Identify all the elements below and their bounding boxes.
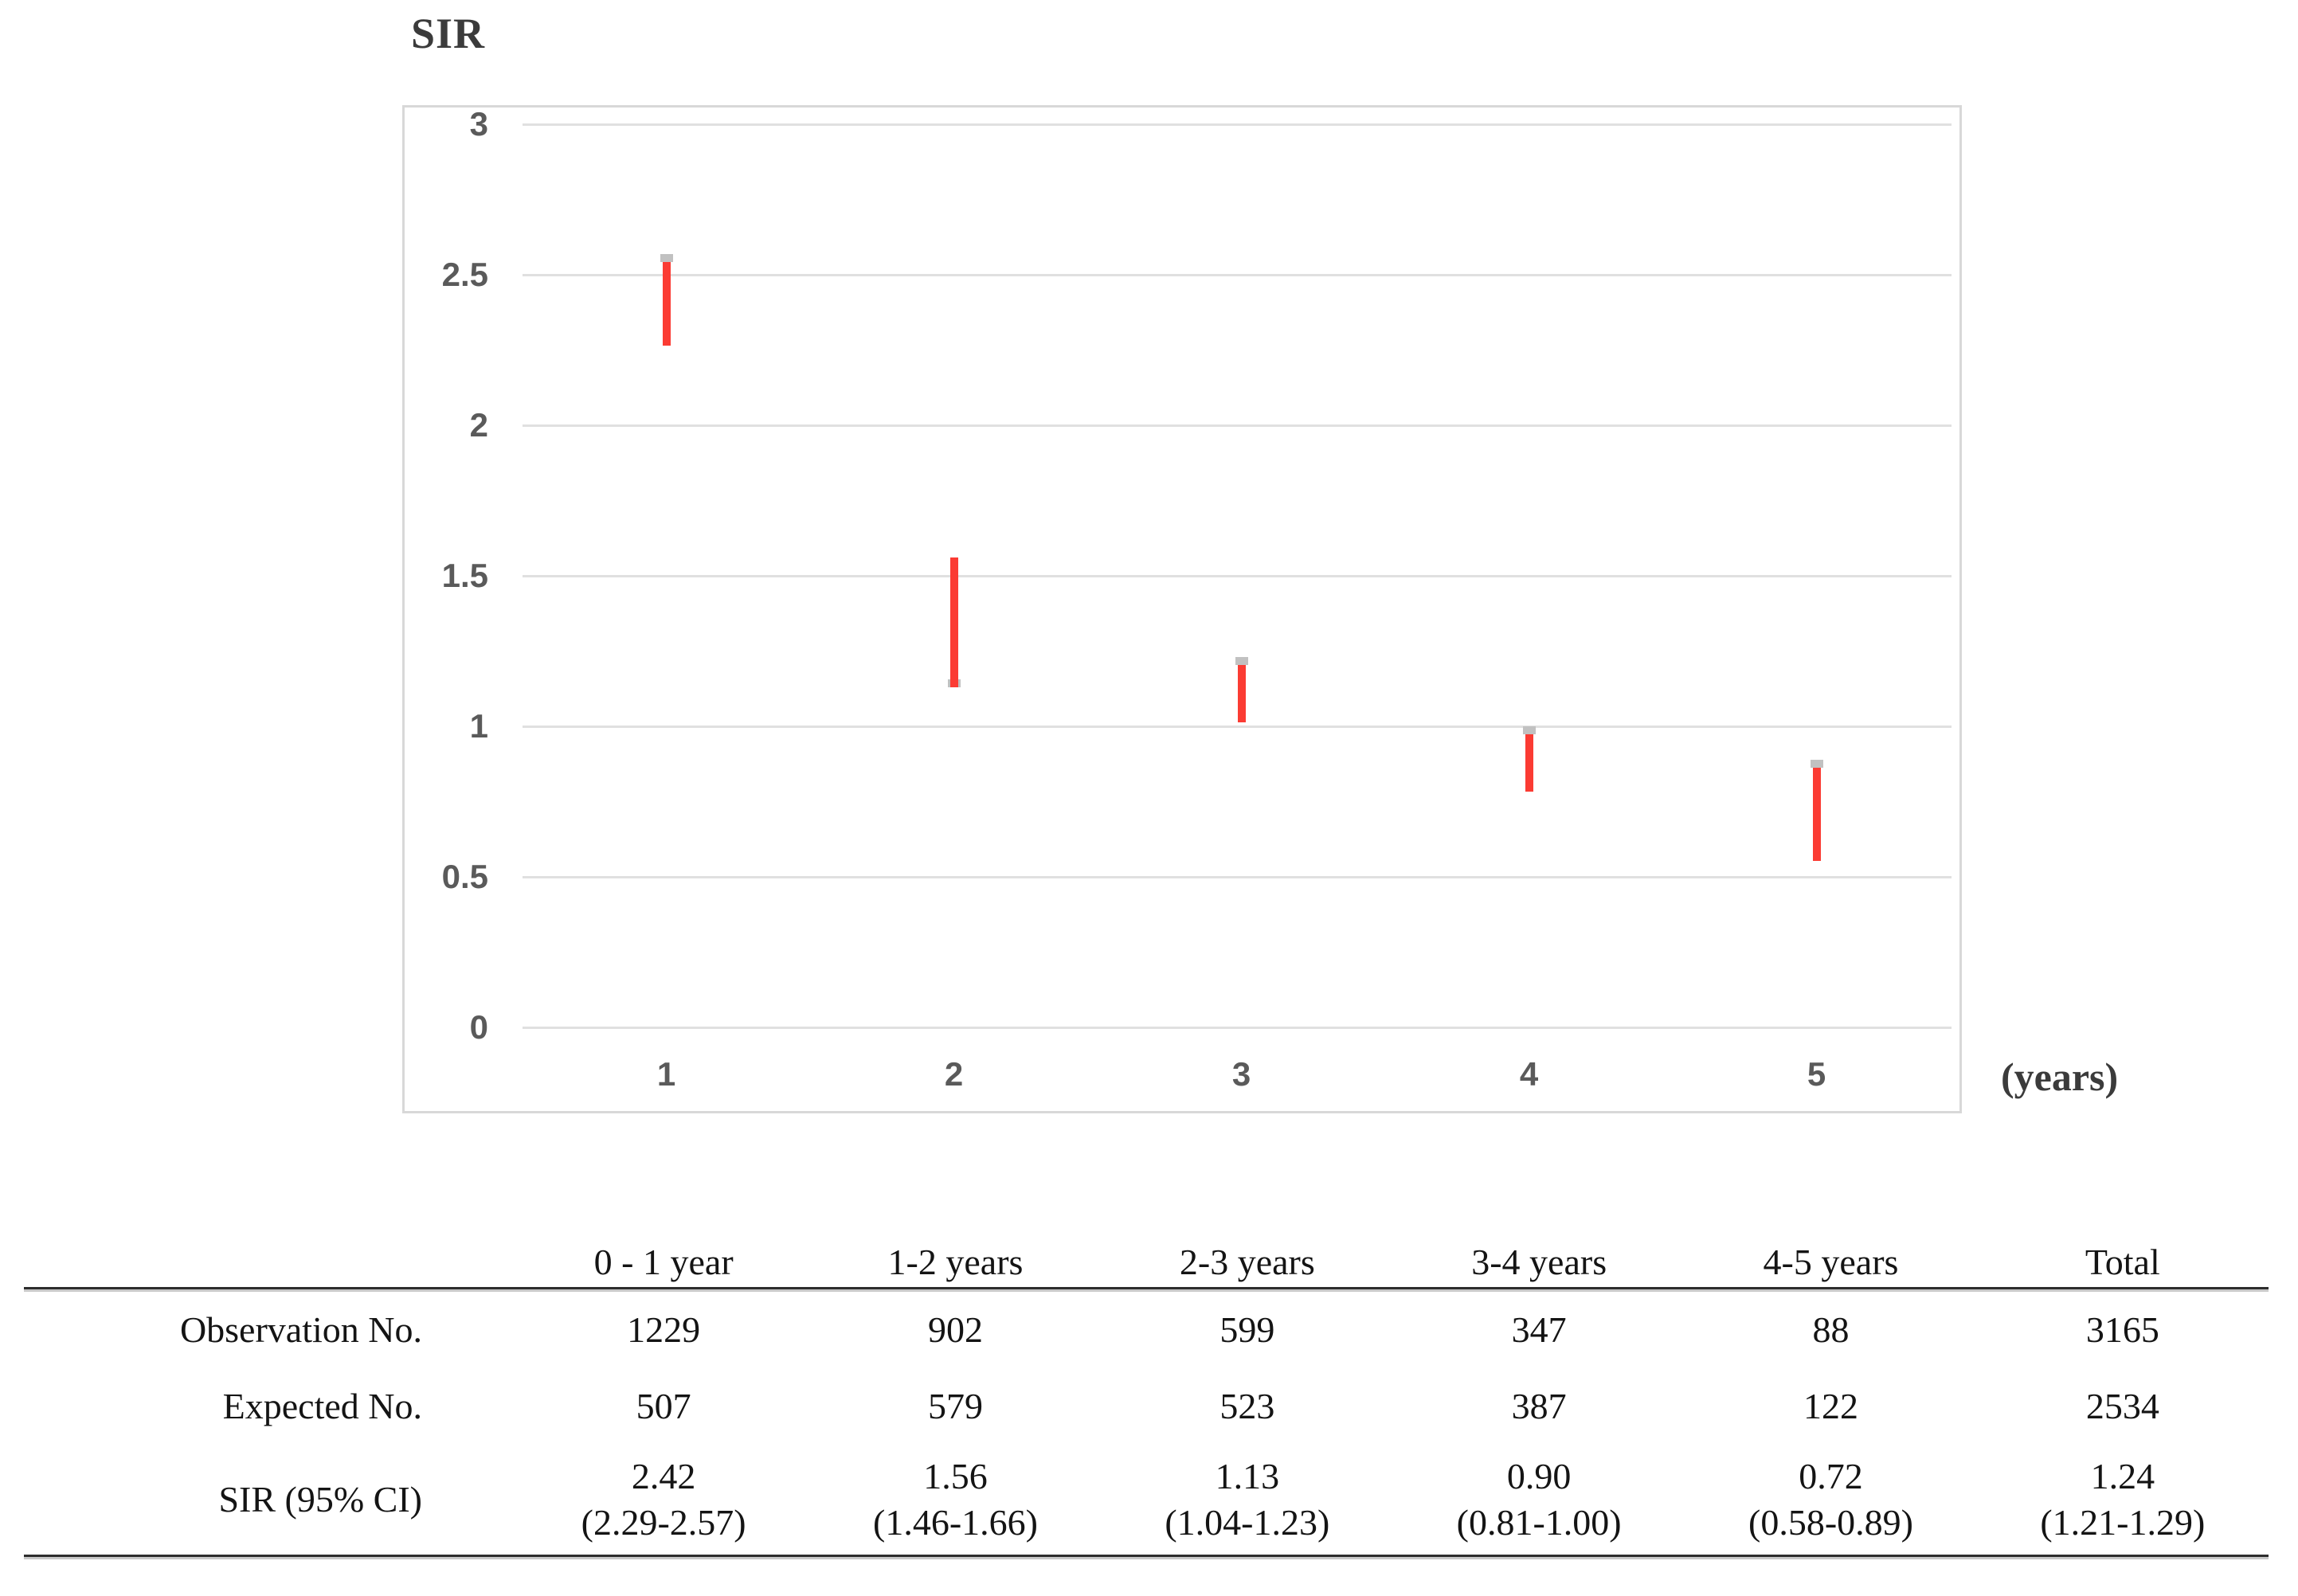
y-axis-tick-label: 0 bbox=[469, 1008, 488, 1046]
table-cell: 1.56 (1.46-1.66) bbox=[809, 1453, 1101, 1546]
column-header-0-1-year: 0 - 1 year bbox=[593, 1242, 734, 1282]
summary-table: 0 - 1 year 1-2 years 2-3 years 3-4 years… bbox=[24, 1230, 2269, 1559]
table-cell: 88 bbox=[1812, 1309, 1850, 1350]
y-axis-tick-label: 3 bbox=[469, 105, 488, 143]
table-cell: 523 bbox=[1219, 1386, 1275, 1426]
x-axis-tick-label: 2 bbox=[944, 1055, 964, 1093]
table-cell: 1.13 (1.04-1.23) bbox=[1102, 1453, 1393, 1546]
column-header-1-2-years: 1-2 years bbox=[887, 1242, 1024, 1282]
y-axis-tick-label: 2 bbox=[469, 406, 488, 444]
sir-value: 0.90 bbox=[1506, 1456, 1572, 1496]
y-axis-tick-label: 2.5 bbox=[441, 256, 488, 293]
column-header-2-3-years: 2-3 years bbox=[1179, 1242, 1315, 1282]
table-cell: 3165 bbox=[2085, 1309, 2159, 1350]
table-row-sir: SIR (95% CI) 2.42 (2.29-2.57) 1.56 (1.46… bbox=[24, 1445, 2269, 1555]
gridline bbox=[523, 123, 1952, 126]
row-label: Observation No. bbox=[179, 1309, 422, 1350]
x-axis-tick-label: 5 bbox=[1807, 1055, 1826, 1093]
gridline bbox=[523, 876, 1952, 878]
sir-ci: (1.04-1.23) bbox=[1165, 1502, 1330, 1543]
column-header-3-4-years: 3-4 years bbox=[1471, 1242, 1607, 1282]
y-axis-tick-label: 1 bbox=[469, 707, 488, 745]
table-cell: 2.42 (2.29-2.57) bbox=[518, 1453, 809, 1546]
ci-bar-cap bbox=[1810, 759, 1823, 768]
table-cell: 122 bbox=[1803, 1386, 1858, 1426]
sir-value: 2.42 bbox=[631, 1456, 696, 1496]
table-cell: 599 bbox=[1219, 1309, 1275, 1350]
ci-bar bbox=[1812, 767, 1821, 861]
ci-bar bbox=[949, 557, 958, 687]
sir-value: 0.72 bbox=[1799, 1456, 1863, 1496]
table-cell: 387 bbox=[1511, 1386, 1567, 1426]
sir-value: 1.24 bbox=[2090, 1456, 2155, 1496]
sir-ci: (2.29-2.57) bbox=[581, 1502, 746, 1543]
row-label: SIR (95% CI) bbox=[218, 1479, 422, 1520]
column-header-total: Total bbox=[2085, 1242, 2160, 1282]
table-top-rule bbox=[24, 1287, 2269, 1292]
table-cell: 0.90 (0.81-1.00) bbox=[1393, 1453, 1685, 1546]
table-header-row: 0 - 1 year 1-2 years 2-3 years 3-4 years… bbox=[24, 1230, 2269, 1287]
y-axis-tick-label: 1.5 bbox=[441, 557, 488, 594]
x-axis-tick-label: 3 bbox=[1231, 1055, 1251, 1093]
gridline bbox=[523, 274, 1952, 276]
gridline bbox=[523, 575, 1952, 577]
table-cell: 902 bbox=[927, 1309, 983, 1350]
column-header-blank bbox=[24, 1284, 518, 1287]
sir-value: 1.56 bbox=[923, 1456, 988, 1496]
sir-ci: (1.46-1.66) bbox=[873, 1502, 1038, 1543]
ci-bar bbox=[662, 261, 671, 346]
ci-bar-cap bbox=[1522, 726, 1536, 734]
table-cell: 2534 bbox=[2085, 1386, 2159, 1426]
table-cell: 347 bbox=[1511, 1309, 1567, 1350]
table-cell: 507 bbox=[636, 1386, 691, 1426]
table-row-observation: Observation No. 1229 902 599 347 88 3165 bbox=[24, 1292, 2269, 1368]
x-axis-unit-label: (years) bbox=[2001, 1054, 2119, 1099]
ci-bar bbox=[1525, 734, 1533, 792]
figure-title: SIR bbox=[411, 10, 486, 57]
sir-ci: (0.81-1.00) bbox=[1456, 1502, 1622, 1543]
sir-ci: (1.21-1.29) bbox=[2040, 1502, 2206, 1543]
table-cell: 1.24 (1.21-1.29) bbox=[1977, 1453, 2269, 1546]
table-cell: 0.72 (0.58-0.89) bbox=[1685, 1453, 1976, 1546]
sir-ci: (0.58-0.89) bbox=[1748, 1502, 1913, 1543]
column-header-4-5-years: 4-5 years bbox=[1763, 1242, 1899, 1282]
ci-bar bbox=[1237, 665, 1246, 722]
sir-chart-frame: 3 2.5 2 1.5 1 0.5 0 1 2 3 4 5 bbox=[402, 105, 1962, 1113]
ci-bar-cap bbox=[660, 253, 673, 262]
ci-bar-cap bbox=[1235, 657, 1248, 666]
gridline bbox=[523, 424, 1952, 427]
x-axis-tick-label: 4 bbox=[1519, 1055, 1539, 1093]
gridline bbox=[523, 726, 1952, 728]
x-axis-tick-label: 1 bbox=[656, 1055, 676, 1093]
row-label: Expected No. bbox=[222, 1386, 422, 1426]
sir-value: 1.13 bbox=[1215, 1456, 1280, 1496]
table-row-expected: Expected No. 507 579 523 387 122 2534 bbox=[24, 1368, 2269, 1445]
y-axis-tick-label: 0.5 bbox=[441, 858, 488, 895]
table-cell: 579 bbox=[927, 1386, 983, 1426]
table-cell: 1229 bbox=[627, 1309, 701, 1350]
table-bottom-rule bbox=[24, 1555, 2269, 1559]
gridline bbox=[523, 1027, 1952, 1029]
